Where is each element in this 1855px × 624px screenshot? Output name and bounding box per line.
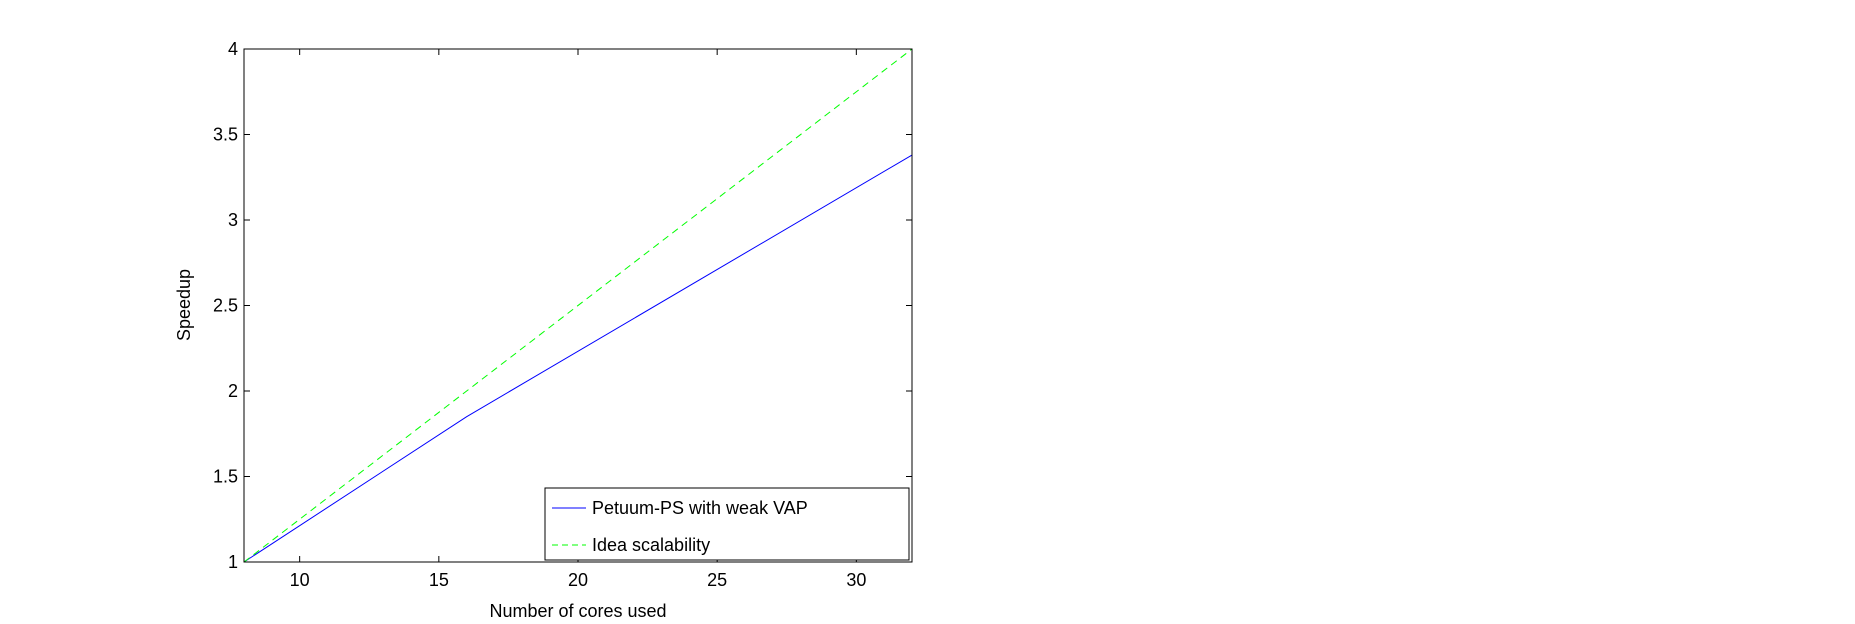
y-tick-label: 4 [228,39,238,59]
y-tick-label: 3.5 [213,125,238,145]
legend-label-ideal: Idea scalability [592,535,710,555]
y-tick-label: 3 [228,210,238,230]
x-tick-label: 30 [846,570,866,590]
x-tick-label: 10 [290,570,310,590]
series-line-1 [243,48,913,563]
y-tick-label: 2 [228,381,238,401]
x-tick-label: 25 [707,570,727,590]
series-layer [243,48,913,563]
ticks-layer: 10 15 20 25 30 1 1.5 2 2.5 3 3.5 4 [213,39,912,590]
y-tick-label: 2.5 [213,296,238,316]
legend-label-petuum: Petuum-PS with weak VAP [592,498,808,518]
x-tick-label: 20 [568,570,588,590]
y-tick-label: 1 [228,552,238,572]
x-tick-label: 15 [429,570,449,590]
y-axis-label: Speedup [174,269,194,341]
legend-box [544,487,910,561]
y-tick-label: 1.5 [213,467,238,487]
legend: Petuum-PS with weak VAP Idea scalability [544,487,910,561]
x-axis-label: Number of cores used [489,601,666,621]
series-line-0 [243,154,913,563]
